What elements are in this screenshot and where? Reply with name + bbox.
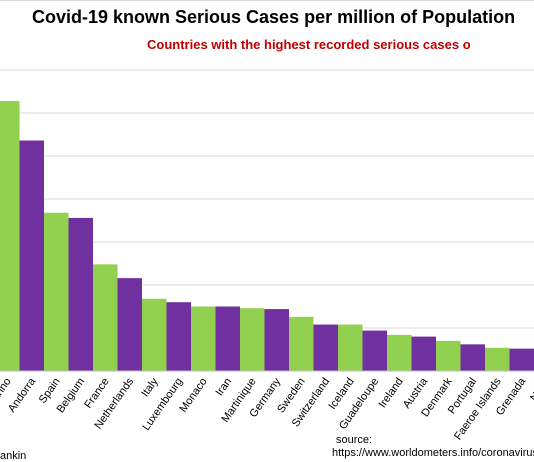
bar-sweden	[289, 316, 314, 371]
source-url[interactable]: https://www.worldometers.info/coronaviru…	[332, 447, 534, 459]
bar-marino	[0, 100, 20, 372]
bar-germany	[264, 309, 289, 371]
chart-subtitle: Countries with the highest recorded seri…	[147, 37, 471, 52]
bar-iran	[215, 306, 240, 371]
bar-portugal	[460, 344, 485, 371]
bar-france	[93, 264, 118, 371]
bar-luxembourg	[166, 302, 191, 371]
bar-andorra	[19, 140, 44, 371]
bar-guadeloupe	[362, 330, 387, 371]
bar-austria	[411, 336, 436, 371]
bar-spain	[44, 212, 69, 371]
x-tick-label: Norw	[528, 376, 534, 404]
source-label: source:	[336, 434, 373, 446]
bars	[0, 100, 534, 372]
author-credit: ankin	[0, 450, 27, 462]
bar-netherlands	[117, 278, 142, 371]
bar-monaco	[191, 306, 216, 371]
bar-grenada	[509, 348, 534, 371]
bar-martinique	[240, 308, 265, 371]
chart-title: Covid-19 known Serious Cases per million…	[32, 7, 516, 27]
bar-ireland	[387, 334, 412, 371]
bar-faeroe-islands	[485, 347, 510, 371]
x-tick-label: Italy	[139, 375, 161, 399]
bar-denmark	[436, 340, 461, 371]
bar-italy	[142, 298, 167, 371]
bar-iceland	[338, 324, 363, 371]
bar-belgium	[68, 217, 93, 371]
bar-switzerland	[313, 324, 338, 371]
x-tick-label: Iran	[213, 376, 234, 398]
x-tick-labels: MarinoAndorraSpainBelgiumFranceNetherlan…	[0, 375, 534, 442]
